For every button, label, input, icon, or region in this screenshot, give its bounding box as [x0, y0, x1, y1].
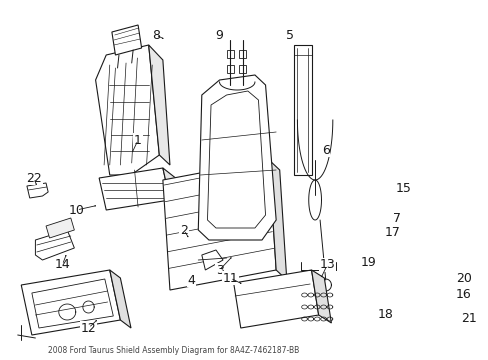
Text: 14: 14 — [54, 258, 70, 271]
Polygon shape — [388, 236, 408, 248]
Polygon shape — [163, 160, 276, 290]
Text: 13: 13 — [319, 258, 334, 271]
Text: 20: 20 — [455, 271, 471, 284]
Text: 5: 5 — [286, 28, 294, 41]
Polygon shape — [311, 270, 331, 323]
Bar — [239, 65, 246, 73]
Text: 10: 10 — [68, 203, 84, 216]
Text: 2008 Ford Taurus Shield Assembly Diagram for 8A4Z-7462187-BB: 2008 Ford Taurus Shield Assembly Diagram… — [47, 346, 298, 355]
Polygon shape — [109, 270, 131, 328]
Text: 16: 16 — [455, 288, 471, 302]
Text: 19: 19 — [360, 256, 375, 269]
Polygon shape — [46, 218, 74, 238]
Polygon shape — [21, 270, 120, 335]
Text: 21: 21 — [461, 311, 476, 324]
Text: 7: 7 — [392, 212, 400, 225]
Polygon shape — [417, 245, 467, 316]
Text: 15: 15 — [395, 181, 411, 194]
Polygon shape — [438, 281, 461, 298]
Ellipse shape — [448, 311, 464, 325]
Text: 12: 12 — [81, 321, 96, 334]
Polygon shape — [35, 230, 74, 260]
Bar — [226, 50, 233, 58]
Polygon shape — [392, 293, 418, 308]
Bar — [239, 50, 246, 58]
Polygon shape — [459, 245, 477, 317]
Polygon shape — [293, 45, 311, 175]
Text: 2: 2 — [180, 224, 188, 237]
Polygon shape — [375, 268, 390, 280]
Polygon shape — [112, 25, 142, 55]
Text: 4: 4 — [187, 274, 195, 287]
Polygon shape — [202, 250, 223, 270]
Polygon shape — [163, 168, 181, 210]
Polygon shape — [233, 270, 318, 328]
Polygon shape — [207, 91, 265, 228]
Text: 11: 11 — [222, 271, 238, 284]
Text: 18: 18 — [377, 309, 393, 321]
Polygon shape — [403, 193, 426, 210]
Polygon shape — [27, 183, 48, 198]
Polygon shape — [407, 193, 435, 215]
Text: 8: 8 — [151, 28, 160, 41]
Text: 6: 6 — [321, 144, 329, 157]
Text: 22: 22 — [26, 171, 42, 185]
Polygon shape — [99, 168, 170, 210]
Polygon shape — [268, 160, 286, 280]
Bar — [226, 65, 233, 73]
Text: 3: 3 — [215, 264, 223, 276]
Text: 17: 17 — [384, 225, 400, 239]
Text: 1: 1 — [134, 134, 142, 147]
Polygon shape — [95, 45, 159, 175]
Polygon shape — [32, 279, 113, 328]
Polygon shape — [198, 75, 276, 240]
Polygon shape — [148, 45, 170, 165]
Text: 9: 9 — [215, 28, 223, 41]
